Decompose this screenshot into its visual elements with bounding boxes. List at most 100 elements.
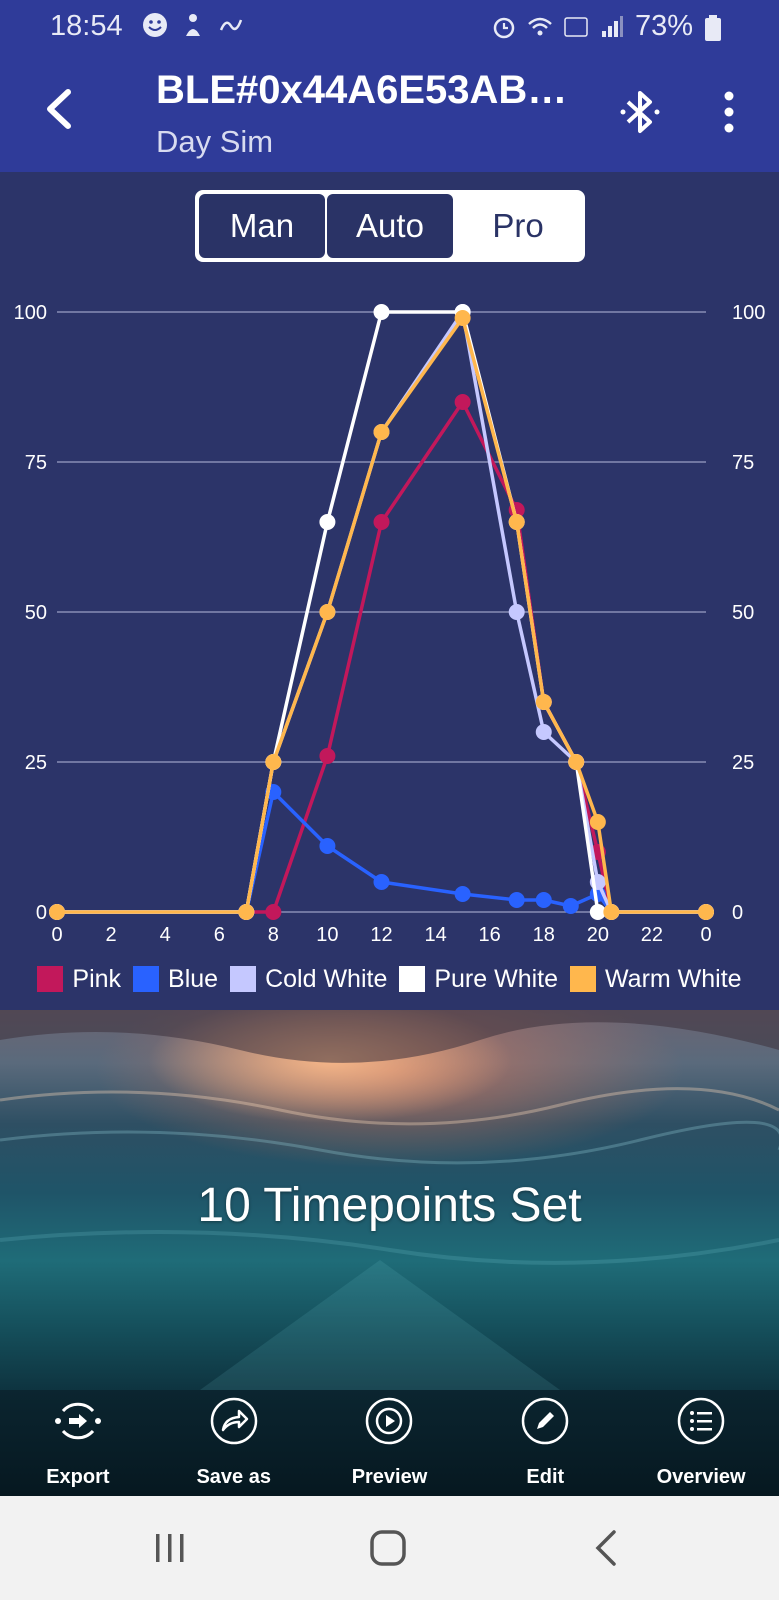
x-tick-label: 16 [479, 924, 501, 946]
data-point-warm-white [568, 754, 585, 770]
legend-item: Blue [133, 965, 218, 994]
overview-button[interactable]: Overview [623, 1390, 779, 1496]
signal-icon [599, 14, 625, 40]
preview-button[interactable]: Preview [312, 1390, 468, 1496]
legend-label: Cold White [265, 964, 388, 993]
bluetooth-button[interactable] [618, 88, 662, 136]
home-button[interactable] [366, 1526, 410, 1570]
data-point-blue [508, 892, 525, 908]
legend-swatch [230, 966, 257, 992]
legend-label: Blue [168, 964, 219, 993]
home-icon [370, 1530, 406, 1566]
x-tick-label: 12 [370, 924, 392, 946]
data-point-warm-white [698, 904, 714, 920]
export-icon [54, 1402, 101, 1440]
x-tick-label: 18 [533, 924, 555, 946]
y-tick-label-right: 75 [732, 452, 754, 474]
tab-auto[interactable]: Auto [327, 194, 453, 258]
alarm-icon [491, 14, 517, 40]
legend-item: Cold White [230, 965, 387, 994]
y-tick-label-left: 100 [14, 302, 47, 324]
activity-icon [180, 12, 206, 38]
chart-legend: Pink Blue Cold White Pure White Warm White [0, 962, 779, 996]
timepoints-status: 10 Timepoints Set [197, 1179, 582, 1232]
ocean-banner-image: 10 Timepoints Set [0, 1010, 779, 1390]
tab-man[interactable]: Man [199, 194, 325, 258]
legend-swatch [399, 966, 426, 992]
y-tick-label-right: 25 [732, 752, 754, 774]
data-point-warm-white [454, 310, 471, 326]
recents-button[interactable] [148, 1526, 192, 1570]
series-line-warm-white [57, 316, 706, 914]
app-bar: BLE#0x44A6E53AB… Day Sim [0, 54, 779, 172]
notification-icon [218, 12, 244, 38]
back-button[interactable] [36, 84, 86, 134]
x-tick-label: 14 [424, 924, 446, 946]
legend-label: Warm White [605, 964, 742, 993]
chevron-left-icon [595, 1530, 616, 1566]
x-tick-label: 10 [316, 924, 338, 946]
pencil-icon [522, 1397, 569, 1445]
x-tick-label: 6 [214, 924, 225, 946]
x-tick-label: 20 [587, 924, 609, 946]
data-point-warm-white [265, 754, 282, 770]
y-tick-label-right: 100 [732, 302, 765, 324]
volte-icon [563, 14, 589, 40]
action-toolbar: Export Save as Preview Edit Overview [0, 1390, 779, 1496]
system-back-button[interactable] [586, 1526, 630, 1570]
page-subtitle: Day Sim [156, 124, 274, 159]
tab-pro[interactable]: Pro [455, 194, 581, 258]
x-tick-label: 8 [268, 924, 279, 946]
wifi-icon [527, 14, 553, 40]
legend-item: Pure White [399, 965, 558, 994]
legend-item: Pink [37, 965, 121, 994]
data-point-warm-white [603, 904, 620, 920]
status-time: 18:54 [50, 10, 123, 42]
data-point-pink [454, 394, 471, 410]
more-options-button[interactable] [714, 88, 744, 136]
series-line-pink [57, 400, 706, 914]
edit-button[interactable]: Edit [467, 1390, 623, 1496]
export-button[interactable]: Export [0, 1390, 156, 1496]
data-point-blue [319, 838, 336, 854]
data-point-warm-white [238, 904, 255, 920]
y-tick-label-right: 0 [732, 902, 743, 924]
data-point-pure-white [589, 904, 606, 920]
legend-swatch [133, 966, 160, 992]
data-point-blue [373, 874, 390, 890]
x-tick-label: 0 [700, 924, 711, 946]
data-point-cold-white [535, 724, 552, 740]
data-point-blue [562, 898, 579, 914]
status-bar: 18:54 73% [0, 0, 779, 54]
x-tick-label: 4 [160, 924, 171, 946]
data-point-warm-white [49, 904, 65, 920]
y-tick-label-left: 50 [25, 602, 47, 624]
legend-item: Warm White [570, 965, 742, 994]
data-point-cold-white [508, 604, 525, 620]
system-nav-bar [0, 1496, 779, 1600]
y-tick-label-left: 0 [36, 902, 47, 924]
data-point-warm-white [589, 814, 606, 830]
data-point-warm-white [373, 424, 390, 440]
list-icon [677, 1397, 725, 1445]
x-tick-label: 0 [51, 924, 62, 946]
x-tick-label: 22 [641, 924, 663, 946]
bluetooth-icon [620, 91, 660, 133]
data-point-warm-white [535, 694, 552, 710]
x-tick-label: 2 [106, 924, 117, 946]
arrow-left-icon [47, 89, 71, 129]
data-point-blue [535, 892, 552, 908]
y-tick-label-left: 25 [25, 752, 47, 774]
data-point-warm-white [508, 514, 525, 530]
legend-label: Pink [72, 964, 122, 993]
page-title: BLE#0x44A6E53AB… [156, 68, 568, 112]
battery-percent: 73% [634, 10, 693, 42]
data-point-blue [454, 886, 471, 902]
battery-icon [703, 14, 729, 41]
data-point-pink [265, 904, 282, 920]
smiley-icon [142, 12, 168, 38]
save-as-button[interactable]: Save as [156, 1390, 312, 1496]
y-tick-label-right: 50 [732, 602, 754, 624]
data-point-pink [319, 748, 336, 764]
